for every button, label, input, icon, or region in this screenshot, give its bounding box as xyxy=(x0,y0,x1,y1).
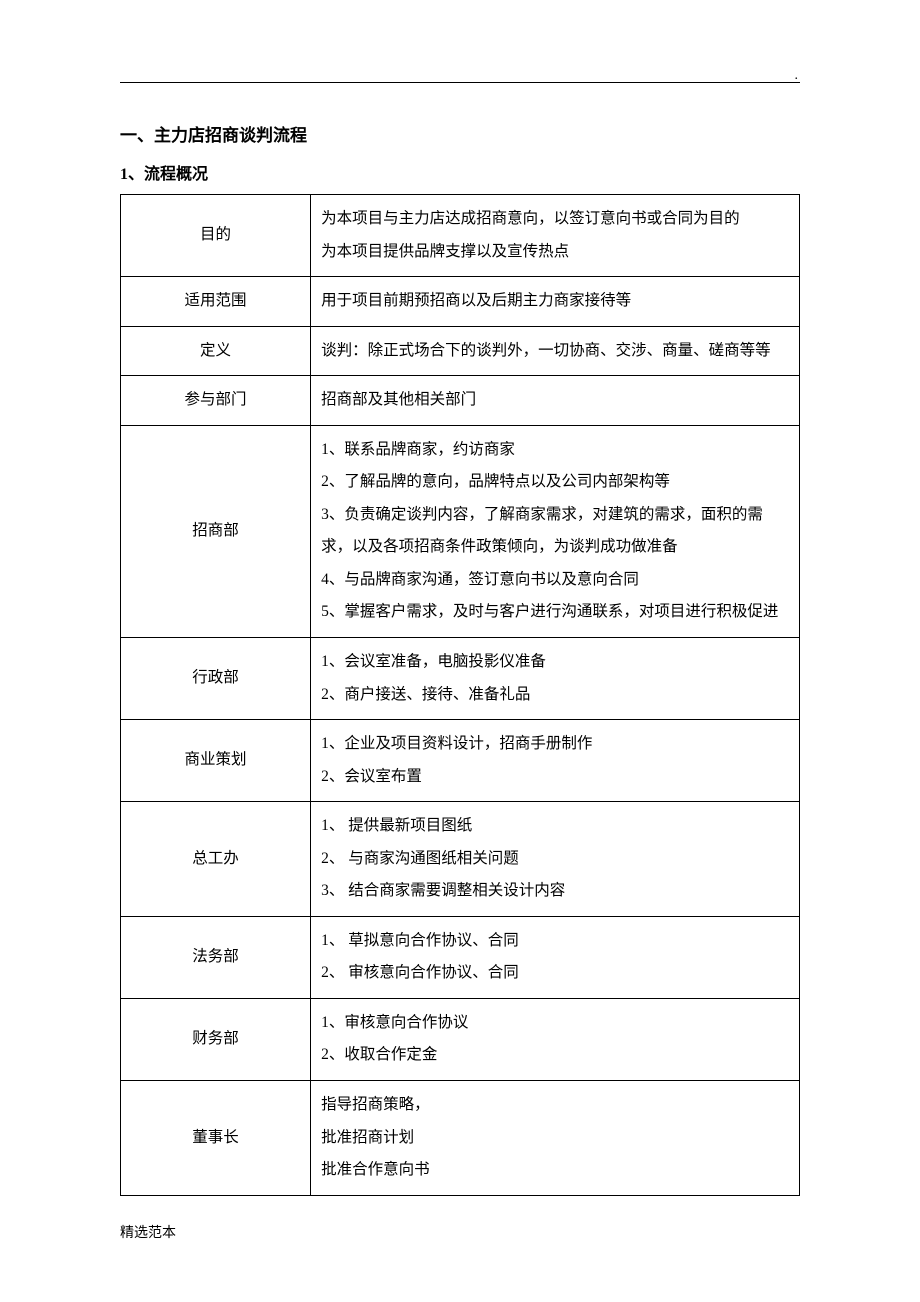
row-label: 总工办 xyxy=(121,802,311,917)
table-row: 定义谈判：除正式场合下的谈判外，一切协商、交涉、商量、磋商等等 xyxy=(121,326,800,376)
process-table: 目的为本项目与主力店达成招商意向，以签订意向书或合同为目的为本项目提供品牌支撑以… xyxy=(120,194,800,1196)
section-subheading: 1、流程概况 xyxy=(120,160,800,184)
row-content: 谈判：除正式场合下的谈判外，一切协商、交涉、商量、磋商等等 xyxy=(311,326,800,376)
row-label: 适用范围 xyxy=(121,277,311,327)
table-row: 法务部1、 草拟意向合作协议、合同2、 审核意向合作协议、合同 xyxy=(121,916,800,998)
row-label: 行政部 xyxy=(121,638,311,720)
top-divider xyxy=(120,82,800,83)
row-content: 招商部及其他相关部门 xyxy=(311,376,800,426)
row-content: 为本项目与主力店达成招商意向，以签订意向书或合同为目的为本项目提供品牌支撑以及宣… xyxy=(311,195,800,277)
row-content: 用于项目前期预招商以及后期主力商家接待等 xyxy=(311,277,800,327)
row-label: 董事长 xyxy=(121,1081,311,1196)
row-content: 1、 草拟意向合作协议、合同2、 审核意向合作协议、合同 xyxy=(311,916,800,998)
row-content: 1、企业及项目资料设计，招商手册制作2、会议室布置 xyxy=(311,720,800,802)
row-label: 法务部 xyxy=(121,916,311,998)
table-row: 目的为本项目与主力店达成招商意向，以签订意向书或合同为目的为本项目提供品牌支撑以… xyxy=(121,195,800,277)
table-row: 董事长指导招商策略，批准招商计划批准合作意向书 xyxy=(121,1081,800,1196)
row-label: 目的 xyxy=(121,195,311,277)
table-row: 适用范围用于项目前期预招商以及后期主力商家接待等 xyxy=(121,277,800,327)
row-label: 定义 xyxy=(121,326,311,376)
row-content: 指导招商策略，批准招商计划批准合作意向书 xyxy=(311,1081,800,1196)
table-row: 行政部1、会议室准备，电脑投影仪准备2、商户接送、接待、准备礼品 xyxy=(121,638,800,720)
row-label: 财务部 xyxy=(121,998,311,1080)
row-label: 参与部门 xyxy=(121,376,311,426)
table-row: 招商部1、联系品牌商家，约访商家2、了解品牌的意向，品牌特点以及公司内部架构等3… xyxy=(121,425,800,637)
page-footer: 精选范本 xyxy=(120,1222,176,1242)
table-row: 财务部1、审核意向合作协议2、收取合作定金 xyxy=(121,998,800,1080)
table-row: 总工办1、 提供最新项目图纸2、 与商家沟通图纸相关问题3、 结合商家需要调整相… xyxy=(121,802,800,917)
row-content: 1、 提供最新项目图纸2、 与商家沟通图纸相关问题3、 结合商家需要调整相关设计… xyxy=(311,802,800,917)
row-content: 1、联系品牌商家，约访商家2、了解品牌的意向，品牌特点以及公司内部架构等3、负责… xyxy=(311,425,800,637)
row-label: 招商部 xyxy=(121,425,311,637)
row-label: 商业策划 xyxy=(121,720,311,802)
row-content: 1、会议室准备，电脑投影仪准备2、商户接送、接待、准备礼品 xyxy=(311,638,800,720)
table-row: 商业策划1、企业及项目资料设计，招商手册制作2、会议室布置 xyxy=(121,720,800,802)
table-row: 参与部门招商部及其他相关部门 xyxy=(121,376,800,426)
row-content: 1、审核意向合作协议2、收取合作定金 xyxy=(311,998,800,1080)
page-top-dot: . xyxy=(795,68,799,84)
section-heading: 一、主力店招商谈判流程 xyxy=(120,121,800,146)
